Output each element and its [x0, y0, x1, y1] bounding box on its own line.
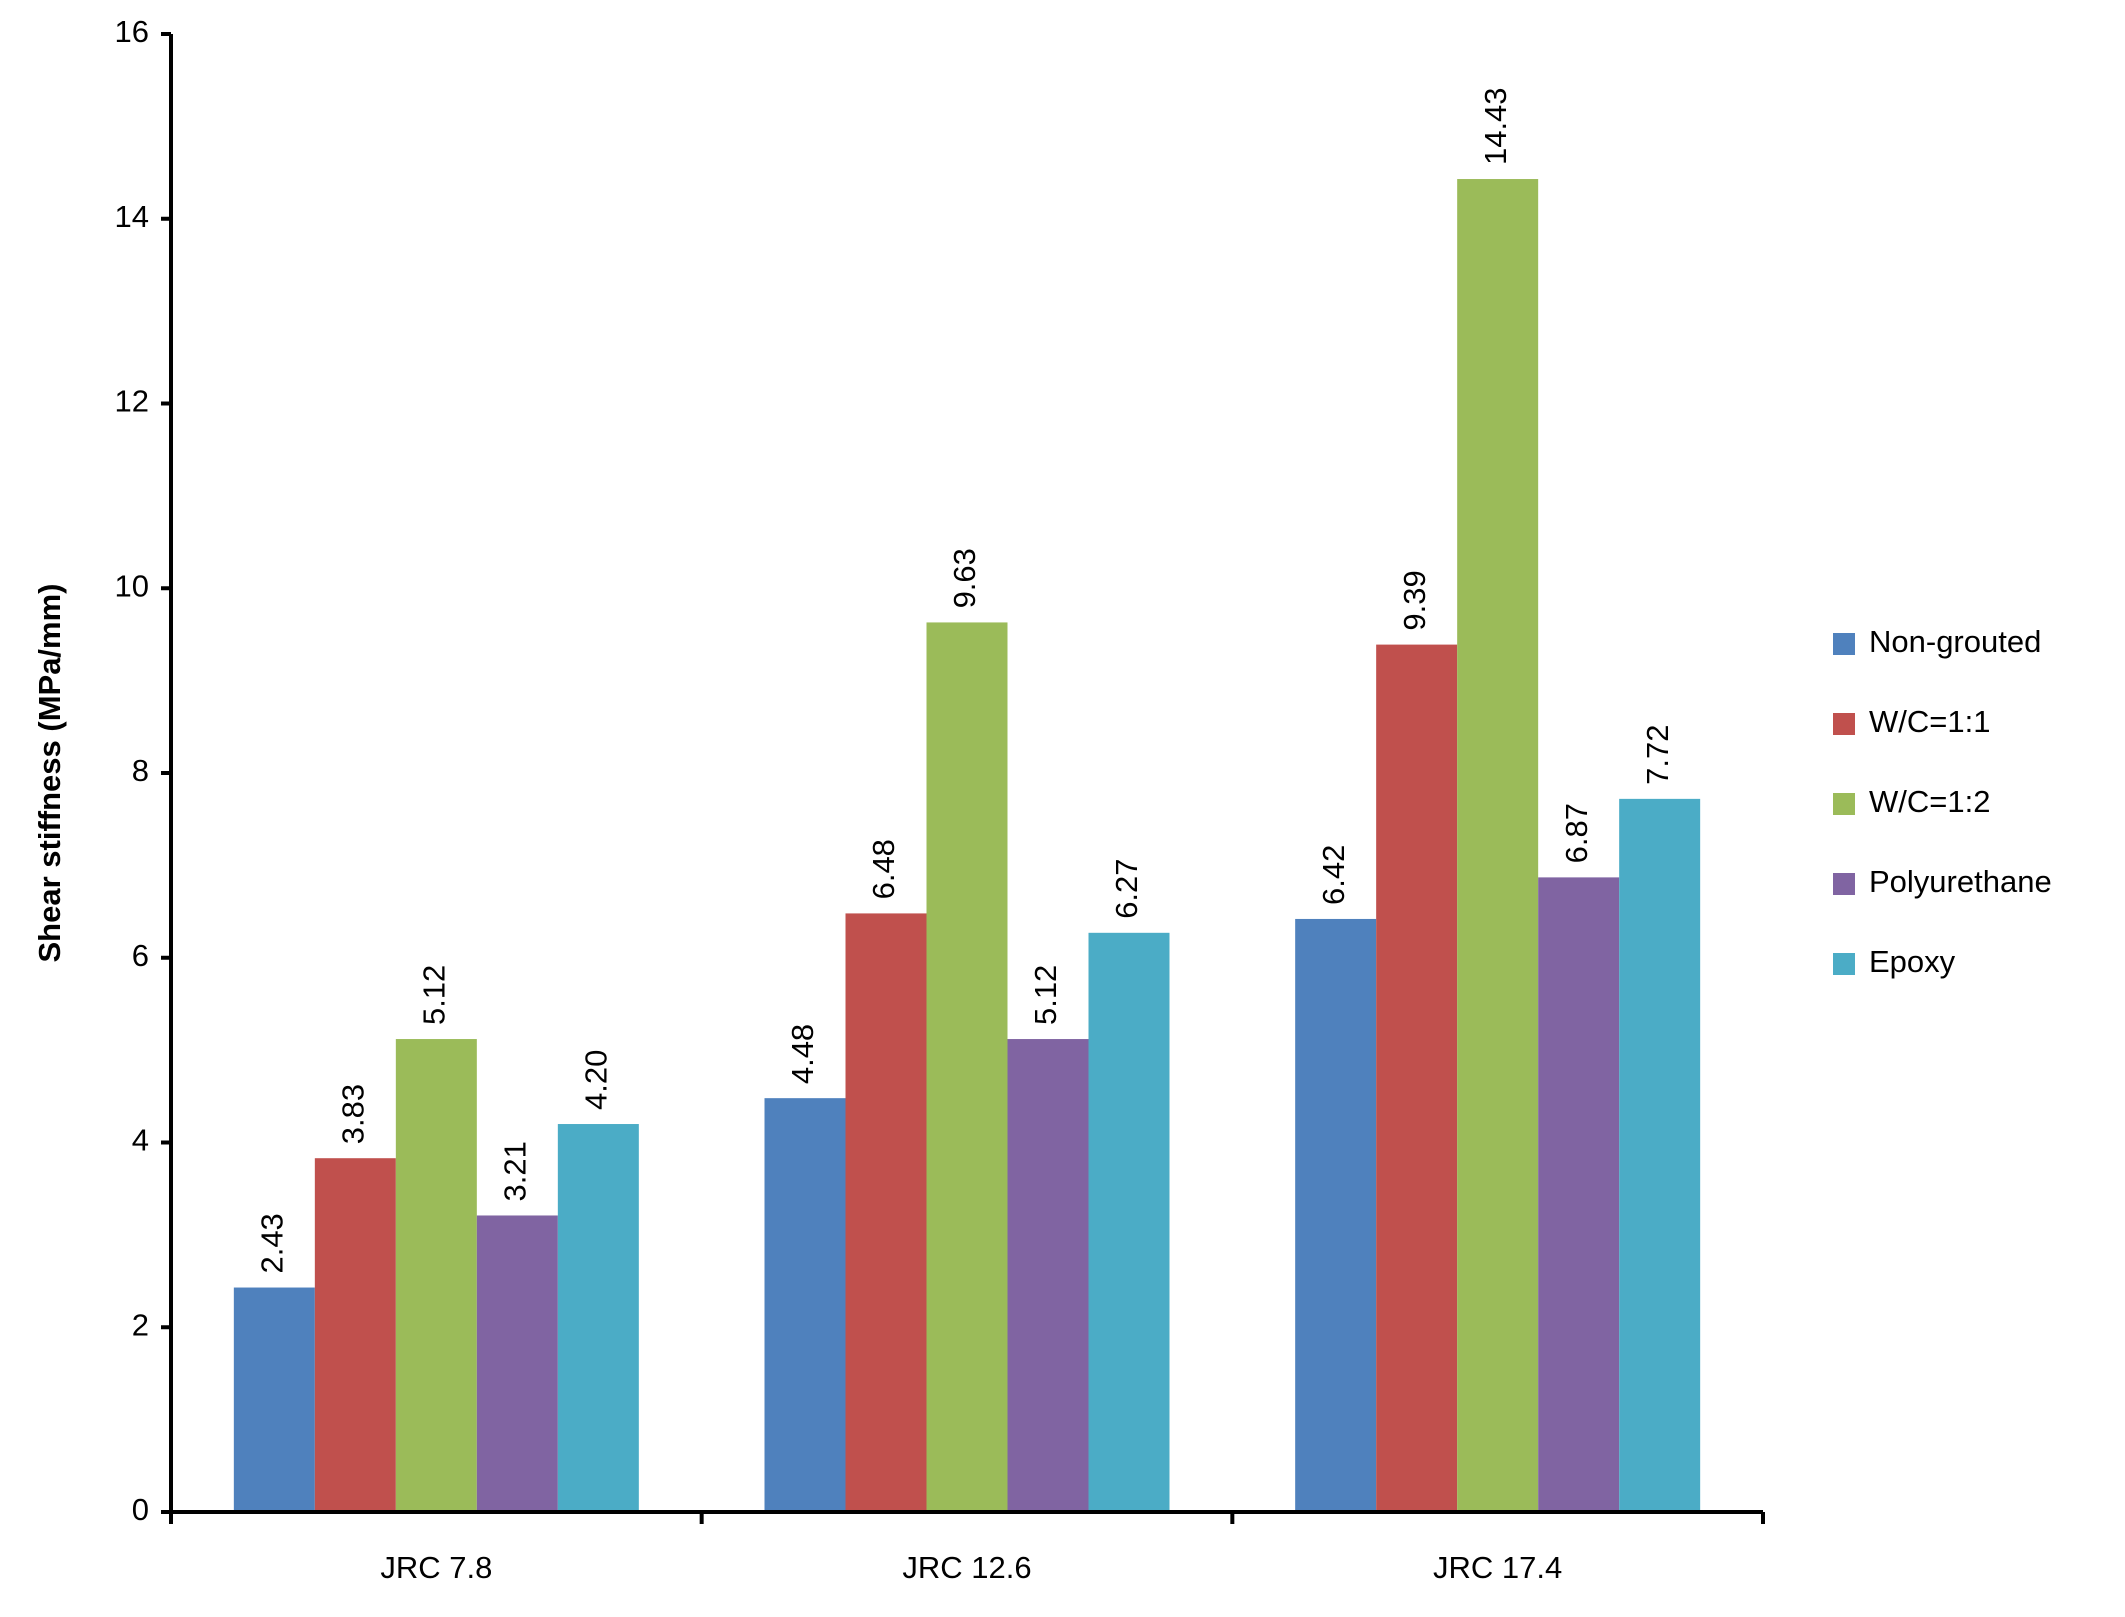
y-tick-label: 10: [115, 568, 149, 603]
bar: [926, 622, 1008, 1512]
legend-swatch: [1833, 633, 1855, 655]
data-label: 6.42: [1316, 845, 1351, 905]
bar: [557, 1124, 639, 1512]
y-tick-label: 14: [115, 199, 149, 234]
data-label: 5.12: [1028, 965, 1063, 1025]
x-tick-label: JRC 7.8: [380, 1550, 492, 1585]
legend-label: Polyurethane: [1869, 864, 2052, 899]
legend-label: W/C=1:1: [1869, 704, 1990, 739]
bar: [1376, 644, 1458, 1512]
data-label: 6.27: [1109, 858, 1144, 918]
y-tick-label: 12: [115, 384, 149, 419]
x-tick-label: JRC 17.4: [1433, 1550, 1562, 1585]
bar: [395, 1039, 477, 1512]
legend-swatch: [1833, 713, 1855, 735]
data-label: 5.12: [417, 965, 452, 1025]
data-label: 6.48: [866, 839, 901, 899]
bar: [1619, 798, 1701, 1512]
data-label: 3.21: [498, 1141, 533, 1201]
legend-swatch: [1833, 953, 1855, 975]
y-tick-label: 4: [132, 1123, 149, 1158]
bar: [1295, 918, 1377, 1512]
y-tick-label: 16: [115, 14, 149, 49]
data-label: 14.43: [1478, 87, 1513, 165]
data-label: 9.39: [1397, 570, 1432, 630]
data-label: 9.63: [947, 548, 982, 608]
bar: [1538, 877, 1620, 1512]
data-label: 7.72: [1640, 725, 1675, 785]
bar: [845, 913, 927, 1512]
x-tick-label: JRC 12.6: [902, 1550, 1031, 1585]
bar: [1457, 179, 1539, 1512]
data-label: 4.48: [785, 1024, 820, 1084]
bar: [233, 1287, 315, 1512]
data-label: 3.83: [336, 1084, 371, 1144]
data-label: 2.43: [255, 1213, 290, 1273]
bar: [1007, 1039, 1089, 1512]
legend-swatch: [1833, 793, 1855, 815]
data-label: 6.87: [1559, 803, 1594, 863]
legend-label: Non-grouted: [1869, 624, 2041, 659]
legend-label: Epoxy: [1869, 944, 1956, 979]
bar: [314, 1158, 396, 1512]
y-axis-label: Shear stiffness (MPa/mm): [32, 584, 67, 963]
legend-swatch: [1833, 873, 1855, 895]
bar: [1088, 932, 1170, 1512]
y-tick-label: 0: [132, 1492, 149, 1527]
bar: [476, 1215, 558, 1512]
bar: [764, 1098, 846, 1512]
y-tick-label: 8: [132, 753, 149, 788]
y-tick-label: 6: [132, 938, 149, 973]
y-tick-label: 2: [132, 1307, 149, 1342]
legend-label: W/C=1:2: [1869, 784, 1990, 819]
data-label: 4.20: [579, 1050, 614, 1110]
